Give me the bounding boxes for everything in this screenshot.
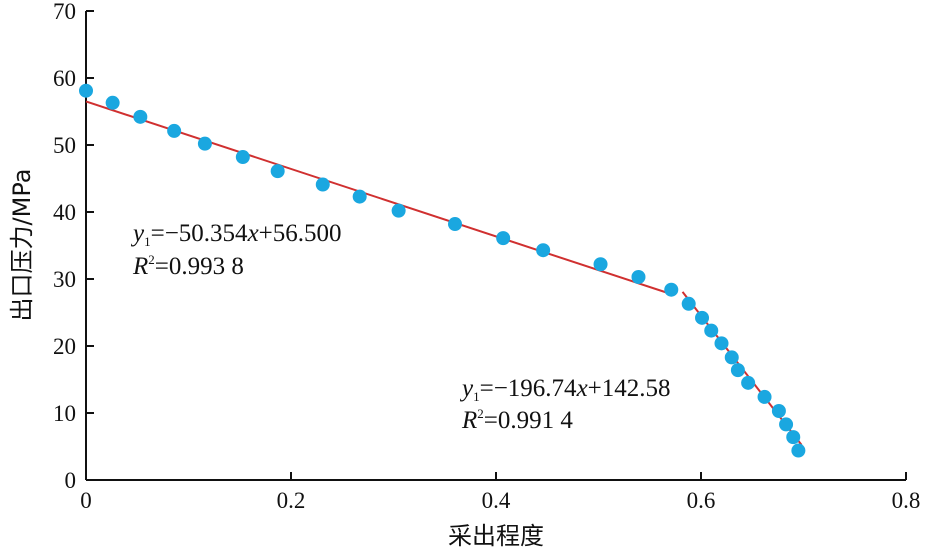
data-point bbox=[681, 296, 696, 311]
fit2-r-var: R bbox=[461, 407, 477, 434]
data-point bbox=[448, 217, 462, 232]
data-point bbox=[352, 189, 367, 204]
fit2-coefficient: =−196.74 bbox=[480, 375, 577, 402]
data-point bbox=[714, 336, 729, 351]
data-point bbox=[133, 109, 148, 124]
y-ticks: 0 10 20 30 40 50 60 70 bbox=[53, 0, 94, 493]
data-point bbox=[270, 164, 285, 179]
data-point bbox=[771, 403, 786, 418]
fit2-equation: y1=−196.74x+142.58 bbox=[459, 375, 671, 404]
data-point bbox=[786, 430, 801, 445]
fit2-x-var: x bbox=[576, 375, 588, 402]
y-tick-label: 70 bbox=[53, 0, 76, 24]
x-tick-label: 0.6 bbox=[687, 488, 716, 513]
x-tick-label: 0.2 bbox=[277, 488, 306, 513]
data-point bbox=[197, 136, 212, 151]
fit2-subscript: 1 bbox=[473, 389, 480, 404]
data-point bbox=[730, 363, 745, 378]
fit1-r-var: R bbox=[132, 253, 148, 280]
y-tick-label: 10 bbox=[53, 401, 76, 426]
fit2-r2: R2=0.991 4 bbox=[461, 406, 573, 434]
data-point bbox=[496, 231, 511, 246]
data-point bbox=[757, 389, 772, 404]
data-point bbox=[315, 177, 330, 192]
x-axis-title: 采出程度 bbox=[448, 522, 544, 550]
y-tick-label: 20 bbox=[53, 334, 76, 359]
data-points bbox=[79, 83, 806, 458]
fit2-r2-value: =0.991 4 bbox=[484, 407, 574, 434]
fit2-superscript: 2 bbox=[477, 406, 484, 421]
data-point bbox=[724, 350, 739, 365]
fit1-r2-value: =0.993 8 bbox=[155, 253, 244, 280]
fit1-subscript: 1 bbox=[144, 234, 151, 249]
y-tick-label: 40 bbox=[53, 200, 76, 225]
data-point bbox=[167, 123, 182, 138]
y-axis-title: 出口压力/MPa bbox=[8, 169, 36, 322]
data-point bbox=[664, 282, 679, 297]
y-tick-label: 30 bbox=[53, 267, 76, 292]
y-tick-label: 50 bbox=[53, 133, 76, 158]
data-point bbox=[235, 150, 250, 165]
y-tick-label: 60 bbox=[53, 66, 76, 91]
fit1-intercept: +56.500 bbox=[259, 220, 342, 247]
data-point bbox=[391, 203, 406, 218]
fit1-x-var: x bbox=[247, 220, 259, 247]
x-tick-label: 0.8 bbox=[892, 488, 921, 513]
data-point bbox=[536, 243, 551, 258]
data-point bbox=[695, 310, 710, 325]
data-point bbox=[105, 95, 120, 110]
fit1-y-var: y bbox=[130, 220, 145, 247]
data-point bbox=[631, 269, 646, 284]
fit1-coefficient: =−50.354 bbox=[151, 220, 248, 247]
fit1-r2: R2=0.993 8 bbox=[132, 252, 244, 280]
data-point bbox=[79, 83, 93, 98]
data-point bbox=[791, 443, 806, 458]
x-tick-label: 0 bbox=[80, 488, 92, 513]
data-point bbox=[741, 375, 756, 390]
y-tick-label: 0 bbox=[65, 468, 77, 493]
data-point bbox=[779, 417, 794, 432]
data-point bbox=[593, 257, 608, 272]
fit-line-1 bbox=[85, 100, 671, 295]
data-point bbox=[704, 323, 719, 338]
x-ticks: 0 0.2 0.4 0.6 0.8 bbox=[80, 472, 920, 513]
fit1-superscript: 2 bbox=[148, 252, 155, 267]
x-tick-label: 0.4 bbox=[482, 488, 511, 513]
fit2-intercept: +142.58 bbox=[588, 375, 671, 402]
fit1-equation: y1=−50.354x+56.500 bbox=[130, 220, 342, 249]
fit2-y-var: y bbox=[459, 375, 474, 402]
